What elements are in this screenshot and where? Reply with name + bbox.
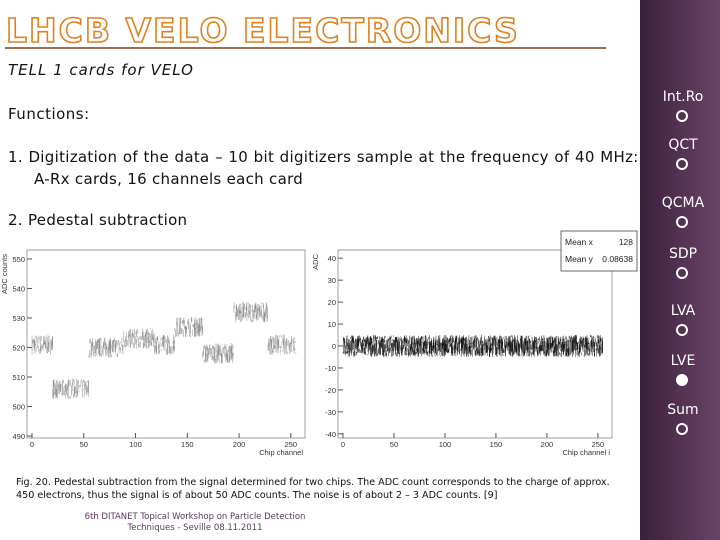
- y-tick-label: 550: [12, 255, 25, 264]
- x-tick-label: 150: [490, 440, 503, 449]
- y-tick-label: 490: [12, 432, 25, 441]
- y-tick-label: -30: [325, 408, 336, 417]
- y-tick-label: 20: [328, 298, 336, 307]
- nav-label[interactable]: QCMA: [661, 195, 705, 211]
- x-tick-label: 50: [390, 440, 398, 449]
- nav-dot[interactable]: [676, 267, 688, 279]
- nav-label[interactable]: LVA: [670, 303, 696, 319]
- noise-trace: [342, 335, 603, 357]
- y-tick-label: 530: [12, 314, 25, 323]
- title-area: LHCB VELO ELECTRONICS: [5, 10, 606, 51]
- stats-box: [560, 230, 638, 272]
- caption: Fig. 20. Pedestal subtraction from the s…: [16, 477, 610, 501]
- slide-title: LHCB VELO ELECTRONICS: [6, 11, 520, 50]
- pedestal-trace: [31, 301, 297, 400]
- y-tick-label: 500: [12, 402, 25, 411]
- y-tick-label: -10: [325, 364, 336, 373]
- x-tick-label: 100: [439, 440, 452, 449]
- stat-value: 0.08638: [602, 254, 633, 264]
- list-item: 2. Pedestal subtraction: [8, 211, 188, 229]
- heading: Functions:: [8, 105, 90, 123]
- sidebar: Int.Ro QCT QCMA SDP LVA LVE Sum: [640, 0, 720, 540]
- nav-label[interactable]: Int.Ro: [662, 89, 704, 105]
- x-tick-label: 200: [233, 440, 246, 449]
- nav-dot-active[interactable]: [676, 374, 688, 386]
- nav-dot[interactable]: [676, 324, 688, 336]
- x-tick-label: 100: [129, 440, 142, 449]
- nav-dot[interactable]: [676, 110, 688, 122]
- x-axis-label: Chip channel i: [562, 448, 610, 457]
- x-tick-label: 200: [541, 440, 554, 449]
- y-tick-label: 540: [12, 284, 25, 293]
- plot-frame: [26, 249, 306, 439]
- y-tick-label: 0: [332, 342, 336, 351]
- y-axis-label: ADC: [311, 253, 320, 269]
- stat-value: 128: [619, 237, 633, 247]
- x-tick-label: 0: [341, 440, 345, 449]
- x-tick-label: 0: [30, 440, 34, 449]
- subtitle: TELL 1 cards for VELO: [8, 61, 194, 79]
- y-tick-label: 510: [12, 373, 25, 382]
- nav-dot[interactable]: [676, 423, 688, 435]
- list-item: 1. Digitization of the data – 10 bit dig…: [8, 148, 654, 188]
- nav-label[interactable]: QCT: [668, 137, 698, 153]
- footer: 6th DITANET Topical Workshop on Particle…: [84, 512, 306, 533]
- nav-dot[interactable]: [676, 158, 688, 170]
- x-tick-label: 250: [592, 440, 605, 449]
- y-tick-label: 10: [328, 320, 336, 329]
- nav-dot[interactable]: [676, 216, 688, 228]
- y-tick-label: -40: [325, 430, 336, 439]
- y-tick-label: -20: [325, 386, 336, 395]
- stat-name: Mean y: [565, 254, 594, 264]
- stat-name: Mean x: [565, 237, 594, 247]
- y-tick-label: 520: [12, 343, 25, 352]
- nav-label[interactable]: SDP: [668, 246, 698, 262]
- y-tick-label: 40: [328, 254, 336, 263]
- x-axis-label: Chip channel: [259, 448, 303, 457]
- y-axis-label: ADC counts: [0, 254, 9, 294]
- nav-label[interactable]: LVE: [670, 353, 696, 369]
- x-tick-label: 250: [285, 440, 298, 449]
- nav-label[interactable]: Sum: [667, 402, 699, 418]
- y-tick-label: 30: [328, 276, 336, 285]
- x-tick-label: 50: [80, 440, 88, 449]
- x-tick-label: 150: [181, 440, 194, 449]
